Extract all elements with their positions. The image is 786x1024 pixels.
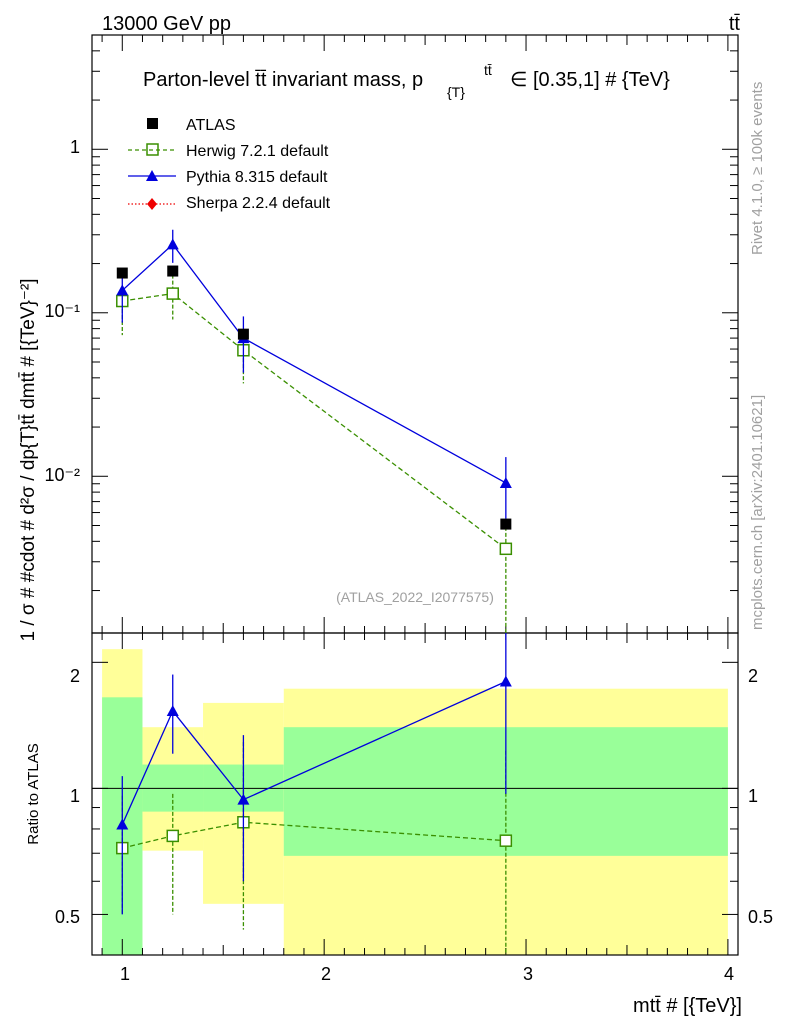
x-tick-label: 4 xyxy=(724,964,734,984)
legend-herwig-label: Herwig 7.2.1 default xyxy=(186,143,329,160)
atlas-marker xyxy=(237,328,249,340)
analysis-id: (ATLAS_2022_I2077575) xyxy=(336,589,494,605)
ratio-herwig-marker xyxy=(499,834,513,847)
y-tick-label-ratio-right: 1 xyxy=(748,786,758,806)
frames xyxy=(91,34,739,956)
legend-pythia-marker xyxy=(146,170,158,181)
atlas-marker xyxy=(500,518,512,530)
legend-sherpa-marker xyxy=(147,198,157,210)
legend-atlas-marker xyxy=(147,118,158,129)
pythia-line xyxy=(121,243,507,484)
ratio-pythia-marker xyxy=(237,793,250,805)
atlas-marker xyxy=(116,267,128,279)
y-tick-label-main: 10⁻¹ xyxy=(44,301,80,321)
pythia-marker xyxy=(116,284,129,296)
y-tick-label-ratio-right: 0.5 xyxy=(748,907,773,927)
plot-title: Parton-level t̄t̄ invariant mass, p xyxy=(143,69,423,91)
y-axis-label-main: 1 / σ # #cdot # d²σ / dp{T}tt̄ dmtt̄ # [… xyxy=(18,278,39,641)
ratio-plot-frame xyxy=(91,632,739,956)
y-axis-label-ratio: Ratio to ATLAS xyxy=(25,743,42,844)
legend-atlas-label: ATLAS xyxy=(186,117,236,134)
y-tick-label-ratio: 2 xyxy=(70,666,80,686)
herwig-marker xyxy=(166,287,179,300)
ratio-pythia-marker xyxy=(166,705,179,717)
x-axis-label: mtt̄ # [{TeV}] xyxy=(633,995,742,1017)
series xyxy=(116,229,513,955)
y-tick-label-ratio-right: 2 xyxy=(748,666,758,686)
y-tick-label-main: 10⁻² xyxy=(44,465,80,485)
x-tick-label: 1 xyxy=(120,964,130,984)
y-tick-label-main: 1 xyxy=(70,137,80,157)
plot-title-sub: {T} xyxy=(447,84,465,100)
process-label: tt̄ xyxy=(729,13,741,35)
rivet-label: Rivet 4.1.0, ≥ 100k events xyxy=(749,82,766,255)
ratio-herwig-marker xyxy=(166,829,179,843)
plot-title-tail: ∈ [0.35,1] # {TeV} xyxy=(510,69,670,91)
ratio-bands xyxy=(102,649,728,955)
y-tick-label-ratio: 0.5 xyxy=(55,907,80,927)
legend-sherpa-label: Sherpa 2.2.4 default xyxy=(186,195,331,212)
y-tick-label-ratio: 1 xyxy=(70,786,80,806)
ratio-pythia-marker xyxy=(499,675,512,687)
legend-pythia-label: Pythia 8.315 default xyxy=(186,169,328,186)
plot-title-sup: tt̄ xyxy=(484,62,492,78)
ratio-pythia-line xyxy=(121,680,507,825)
ratio-pythia-marker xyxy=(116,818,129,830)
energy-label: 13000 GeV pp xyxy=(102,13,231,35)
x-tick-label: 2 xyxy=(321,964,331,984)
pythia-marker xyxy=(499,476,512,488)
legend-herwig-marker xyxy=(146,143,159,156)
herwig-line xyxy=(122,292,507,550)
atlas-marker xyxy=(167,265,179,277)
herwig-marker xyxy=(499,542,513,556)
pythia-marker xyxy=(166,238,179,250)
mcplots-label: mcplots.cern.ch [arXiv:2401.10621] xyxy=(749,395,766,630)
ticks xyxy=(92,34,738,955)
legend: ATLAS Herwig 7.2.1 default Pythia 8.315 … xyxy=(128,117,331,212)
ratio-herwig-line xyxy=(122,821,506,849)
x-tick-label: 3 xyxy=(523,964,533,984)
